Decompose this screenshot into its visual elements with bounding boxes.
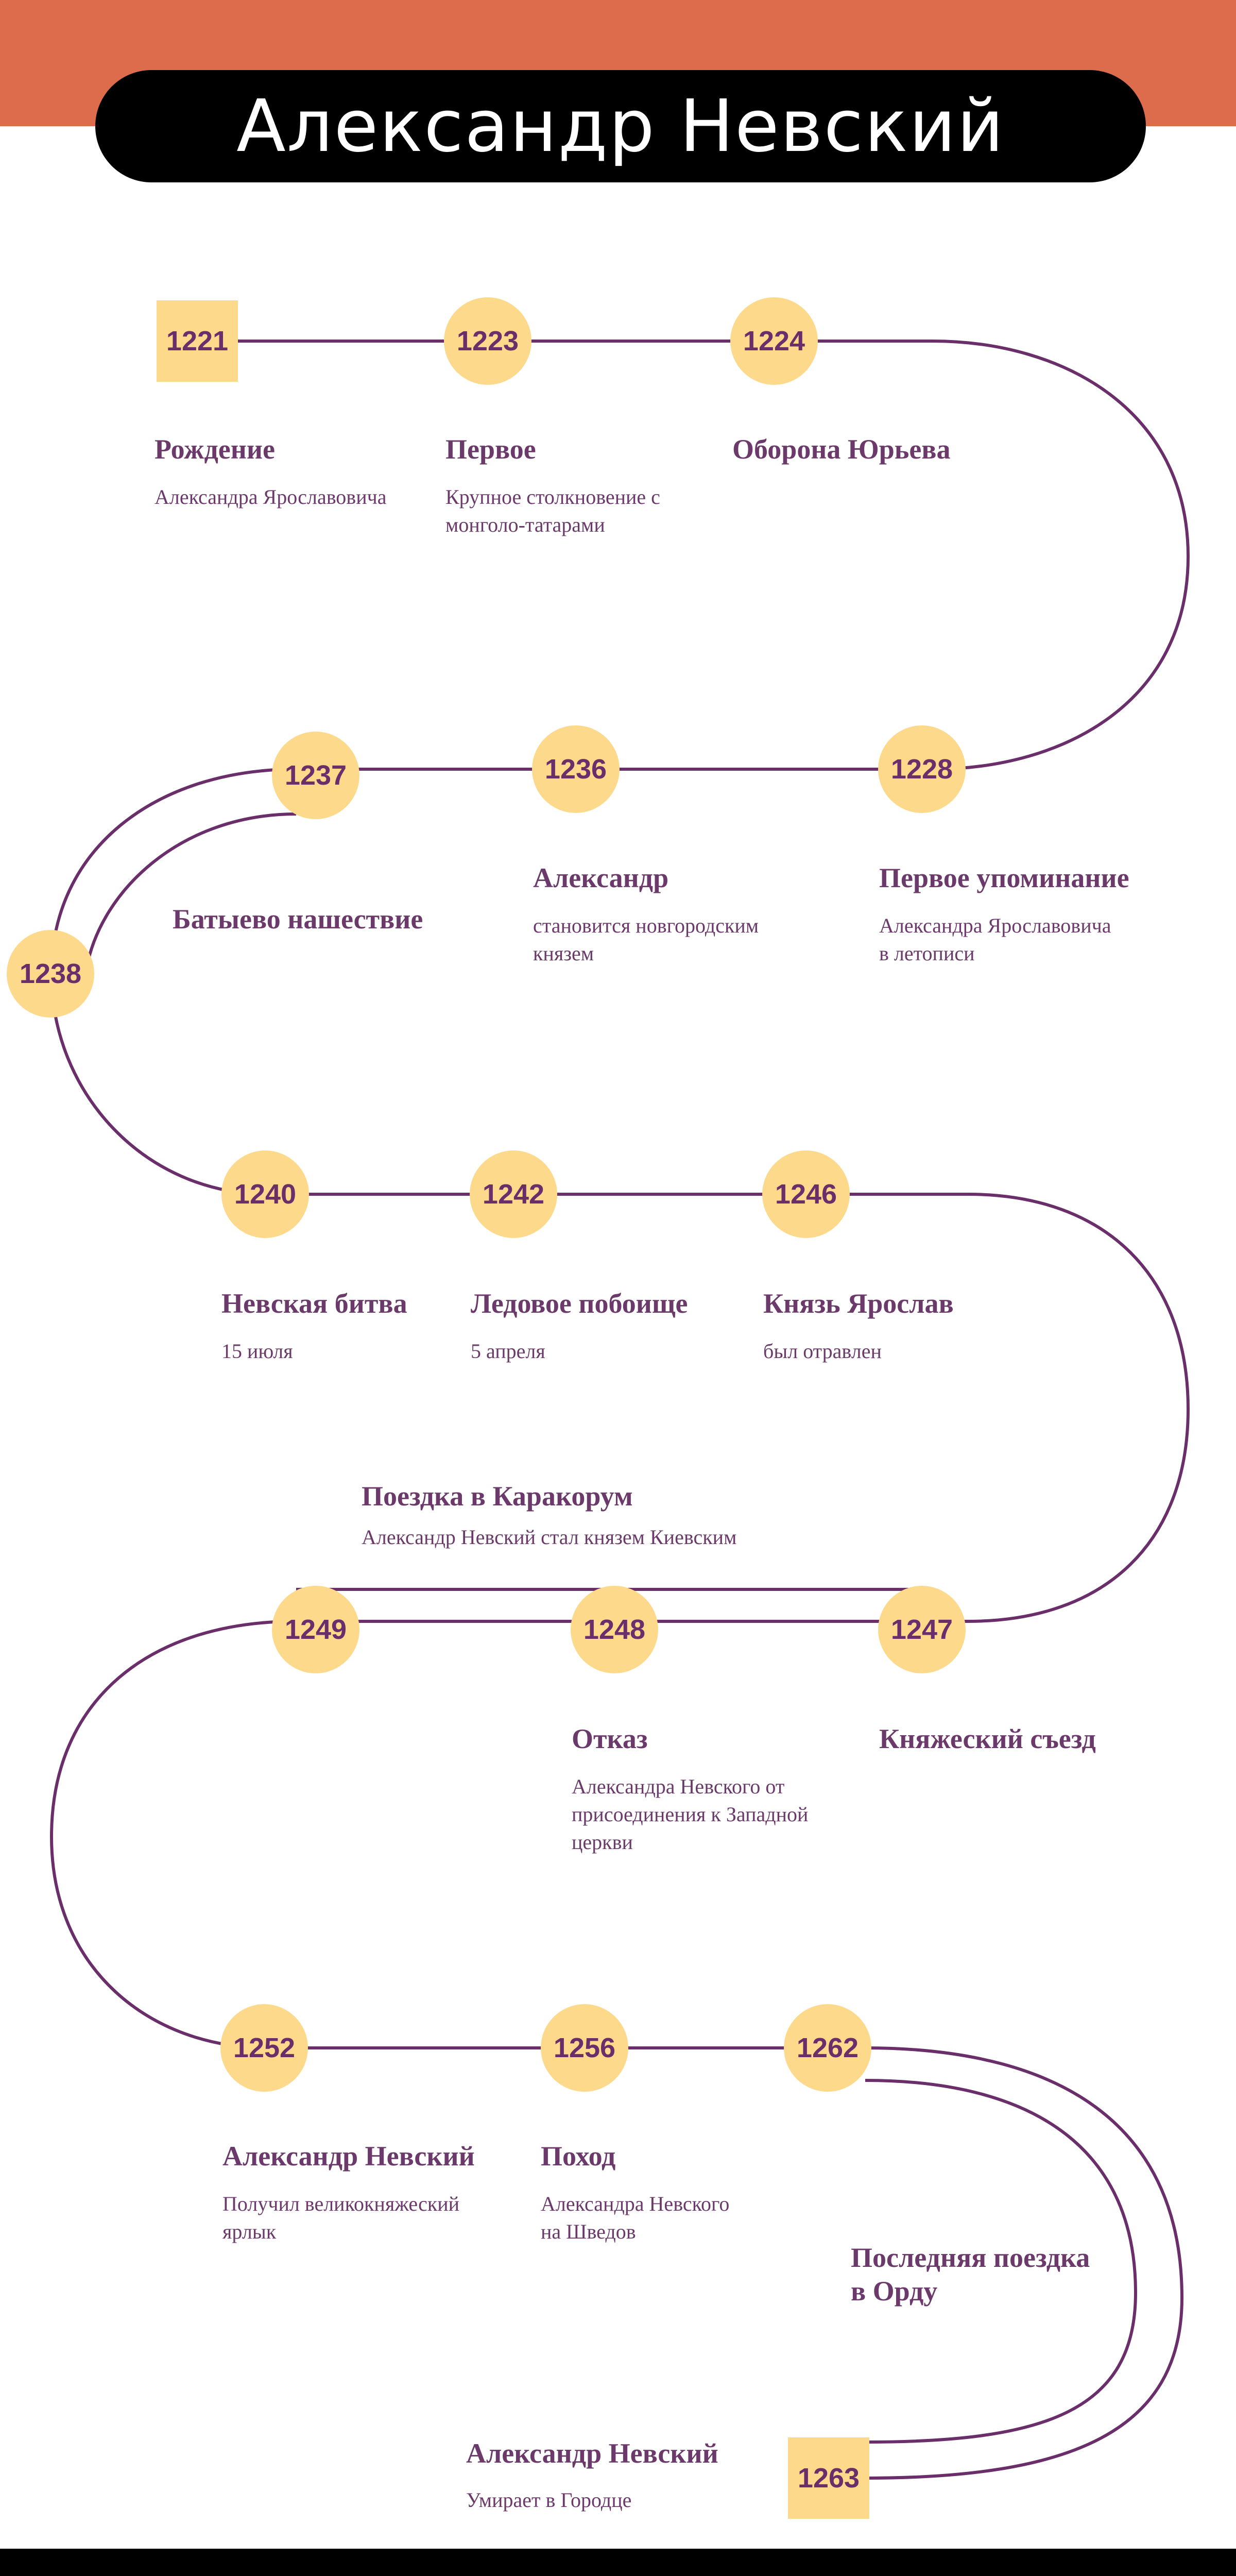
event-desc-1242: 5 апреля xyxy=(471,1340,545,1363)
event-title-1246: Князь Ярослав xyxy=(763,1288,954,1319)
path-arc-right-outer xyxy=(865,2046,1184,2480)
event-desc-1256: Александра Невского на Шведов xyxy=(541,2192,730,2243)
path-arc-left-inner xyxy=(85,812,297,969)
event-title-1249: Поездка в Каракорум xyxy=(362,1481,633,1512)
year-marker-1236: 1236 xyxy=(532,725,620,813)
year-label: 1256 xyxy=(553,2032,616,2063)
path-arc-right-1 xyxy=(932,340,1190,771)
event-title-1221: Рождение xyxy=(154,434,275,465)
event-title-1237: Батыево нашествие xyxy=(173,904,423,935)
event-desc-1249: Александр Невский стал князем Киевским xyxy=(362,1526,737,1549)
year-marker-1246: 1246 xyxy=(762,1150,850,1238)
year-label: 1246 xyxy=(775,1179,837,1210)
year-label: 1228 xyxy=(890,754,953,785)
event-title-1223: Первое xyxy=(445,434,536,465)
event-title-1262: Последняя поездка в Орду xyxy=(851,2242,1090,2307)
year-label: 1237 xyxy=(284,760,347,791)
year-marker-1240: 1240 xyxy=(221,1150,309,1238)
event-desc-1252: Получил великокняжеский ярлык xyxy=(222,2192,460,2243)
year-marker-1221: 1221 xyxy=(157,300,238,382)
year-marker-1248: 1248 xyxy=(571,1586,658,1673)
year-label: 1263 xyxy=(797,2463,860,2494)
path-arc-right-2 xyxy=(968,1193,1190,1623)
year-marker-1228: 1228 xyxy=(878,725,966,813)
path-arc-left-2 xyxy=(49,1620,297,2049)
year-marker-1249: 1249 xyxy=(272,1586,359,1673)
year-label: 1221 xyxy=(166,326,229,357)
year-label: 1247 xyxy=(890,1614,953,1645)
event-desc-1223: Крупное столкновение с монголо-татарами xyxy=(445,485,660,536)
event-title-1236: Александр xyxy=(533,862,669,893)
event-desc-1236: становится новгородским князем xyxy=(533,914,759,965)
year-marker-1256: 1256 xyxy=(541,2004,628,2092)
event-desc-1248: Александра Невского от присоединения к З… xyxy=(572,1775,809,1854)
year-marker-1252: 1252 xyxy=(220,2004,308,2092)
event-title-1247: Княжеский съезд xyxy=(879,1723,1096,1754)
year-marker-1224: 1224 xyxy=(730,297,818,385)
year-label: 1248 xyxy=(583,1614,646,1645)
path-arc-right-inner xyxy=(865,2079,1138,2444)
event-title-1224: Оборона Юрьева xyxy=(732,434,951,465)
event-desc-1240: 15 июля xyxy=(221,1340,293,1363)
year-marker-1242: 1242 xyxy=(470,1150,557,1238)
year-label: 1223 xyxy=(456,326,519,357)
page-title: Александр Невский xyxy=(236,84,1005,168)
footer-band xyxy=(0,2549,1236,2576)
event-desc-1228: Александра Ярославовича в летописи xyxy=(879,914,1111,965)
event-title-1228: Первое упоминание xyxy=(879,862,1129,893)
year-label: 1262 xyxy=(796,2032,859,2063)
year-label: 1252 xyxy=(233,2032,296,2063)
year-marker-1237: 1237 xyxy=(272,732,359,819)
event-title-1252: Александр Невский xyxy=(222,2141,475,2172)
year-label: 1238 xyxy=(19,958,82,989)
year-label: 1249 xyxy=(284,1614,347,1645)
event-title-1256: Поход xyxy=(541,2141,616,2172)
event-desc-1246: был отравлен xyxy=(763,1340,882,1363)
year-marker-1262: 1262 xyxy=(784,2004,871,2092)
year-label: 1236 xyxy=(544,754,607,785)
event-title-1240: Невская битва xyxy=(221,1288,407,1319)
event-title-1248: Отказ xyxy=(572,1723,648,1754)
year-label: 1224 xyxy=(743,326,805,357)
event-desc-1263: Умирает в Городце xyxy=(466,2488,632,2512)
event-desc-1221: Александра Ярославовича xyxy=(154,485,387,509)
event-title-1263: Александр Невский xyxy=(466,2438,718,2469)
year-marker-1263: 1263 xyxy=(788,2437,869,2519)
year-marker-1247: 1247 xyxy=(878,1586,966,1673)
event-title-1242: Ледовое побоище xyxy=(471,1288,688,1319)
year-marker-1223: 1223 xyxy=(444,297,531,385)
year-label: 1240 xyxy=(234,1179,297,1210)
year-label: 1242 xyxy=(482,1179,545,1210)
year-marker-1238: 1238 xyxy=(7,930,94,1018)
title-banner: Александр Невский xyxy=(95,70,1146,182)
